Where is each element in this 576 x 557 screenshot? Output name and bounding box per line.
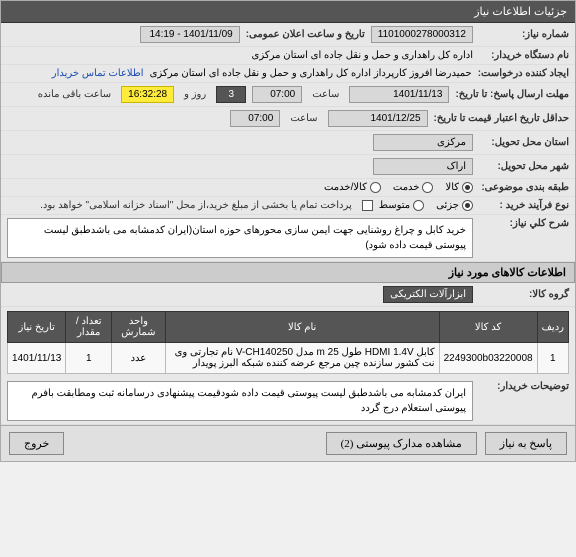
table-cell: کابل HDMI 1.4V طول m 25 مدل V-CH140250 ن… xyxy=(165,343,439,374)
items-table: ردیفکد کالانام کالاواحد شمارشتعداد / مقد… xyxy=(7,311,569,374)
table-cell: 1 xyxy=(537,343,568,374)
value-need-no: 1101000278000312 xyxy=(371,26,473,43)
row-province: استان محل تحویل: مرکزی xyxy=(1,131,575,155)
radio-icon xyxy=(462,182,473,193)
table-col-header: نام کالا xyxy=(165,312,439,343)
value-announce: 1401/11/09 - 14:19 xyxy=(140,26,240,43)
table-col-header: تاریخ نیاز xyxy=(8,312,66,343)
subject-type-option-1[interactable]: خدمت xyxy=(393,182,434,193)
row-creator: ایجاد کننده درخواست: حمیدرضا افروز کارپر… xyxy=(1,65,575,83)
radio-icon xyxy=(462,200,473,211)
radio-icon xyxy=(422,182,433,193)
radio-label: کالا/خدمت xyxy=(324,182,367,193)
table-row[interactable]: 12249300b03220008کابل HDMI 1.4V طول m 25… xyxy=(8,343,569,374)
row-buy-process: نوع فرآیند خرید : جزئی متوسط پرداخت تمام … xyxy=(1,197,575,215)
label-need-no: شماره نیاز: xyxy=(479,29,569,40)
table-cell: 1 xyxy=(66,343,112,374)
label-buyer-org: نام دستگاه خریدار: xyxy=(479,50,569,61)
label-province: استان محل تحویل: xyxy=(479,137,569,148)
label-deadline: مهلت ارسال پاسخ: تا تاریخ: xyxy=(455,89,569,100)
table-cell: 2249300b03220008 xyxy=(439,343,537,374)
subject-type-option-0[interactable]: کالا xyxy=(445,182,473,193)
table-col-header: ردیف xyxy=(537,312,568,343)
row-general-desc: شرح کلي نیاز: خرید کابل و چراغ روشنایی ج… xyxy=(1,215,575,262)
exit-button[interactable]: خروج xyxy=(9,432,64,455)
panel-title: جزئیات اطلاعات نیاز xyxy=(474,6,567,18)
label-city: شهر محل تحویل: xyxy=(479,161,569,172)
radio-label: جزئی xyxy=(436,200,459,211)
treasury-note: پرداخت تمام یا بخشی از مبلغ خرید،از محل … xyxy=(36,200,356,211)
row-group: گروه کالا: ابزارآلات الکتریکی xyxy=(1,283,575,307)
table-cell: 1401/11/13 xyxy=(8,343,66,374)
countdown-timer: 16:32:28 xyxy=(121,86,174,103)
label-group: گروه کالا: xyxy=(479,289,569,300)
radio-icon xyxy=(370,182,381,193)
reply-button[interactable]: پاسخ به نیاز xyxy=(485,432,567,455)
label-subject-type: طبقه بندی موضوعی: xyxy=(479,182,569,193)
table-header-row: ردیفکد کالانام کالاواحد شمارشتعداد / مقد… xyxy=(8,312,569,343)
row-need-no: شماره نیاز: 1101000278000312 تاریخ و ساع… xyxy=(1,23,575,47)
word-saat-2: ساعت xyxy=(286,113,321,124)
table-col-header: واحد شمارش xyxy=(112,312,166,343)
value-group: ابزارآلات الکتریکی xyxy=(383,286,473,303)
radio-icon xyxy=(413,200,424,211)
buy-process-option-0[interactable]: جزئی xyxy=(436,200,473,211)
label-buyer-notes: توضیحات خریدار: xyxy=(479,381,569,392)
buy-process-radios: جزئی متوسط xyxy=(379,200,473,211)
row-subject-type: طبقه بندی موضوعی: کالا خدمت کالا/خدمت xyxy=(1,179,575,197)
value-city: اراک xyxy=(373,158,473,175)
label-announce: تاریخ و ساعت اعلان عمومی: xyxy=(246,29,365,40)
footer-bar: پاسخ به نیاز مشاهده مدارک پیوستی (2) خرو… xyxy=(1,425,575,461)
items-section-header: اطلاعات کالاهای مورد نیاز xyxy=(1,262,575,283)
validity-time: 07:00 xyxy=(230,110,280,127)
radio-label: کالا xyxy=(445,182,459,193)
general-desc-box: خرید کابل و چراغ روشنایی جهت ایمن سازی م… xyxy=(7,218,473,258)
buy-process-option-1[interactable]: متوسط xyxy=(379,200,424,211)
table-body: 12249300b03220008کابل HDMI 1.4V طول m 25… xyxy=(8,343,569,374)
row-city: شهر محل تحویل: اراک xyxy=(1,155,575,179)
label-general-desc: شرح کلي نیاز: xyxy=(479,218,569,229)
validity-date: 1401/12/25 xyxy=(328,110,428,127)
row-deadline: مهلت ارسال پاسخ: تا تاریخ: 1401/11/13 سا… xyxy=(1,83,575,107)
table-cell: عدد xyxy=(112,343,166,374)
deadline-days: 3 xyxy=(216,86,246,103)
table-col-header: کد کالا xyxy=(439,312,537,343)
word-saat-1: ساعت xyxy=(308,89,343,100)
label-buy-process: نوع فرآیند خرید : xyxy=(479,200,569,211)
buyer-contact-link[interactable]: اطلاعات تماس خریدار xyxy=(52,68,144,79)
deadline-time: 07:00 xyxy=(252,86,302,103)
label-creator: ایجاد کننده درخواست: xyxy=(478,68,569,79)
radio-label: خدمت xyxy=(393,182,420,193)
row-buyer-notes: توضیحات خریدار: ایران کدمشابه می باشدطبق… xyxy=(1,378,575,425)
value-creator: حمیدرضا افروز کارپرداز اداره کل راهداری … xyxy=(150,68,472,79)
main-panel: جزئیات اطلاعات نیاز شماره نیاز: 11010002… xyxy=(0,0,576,462)
attachments-button[interactable]: مشاهده مدارک پیوستی (2) xyxy=(326,432,477,455)
subject-type-option-2[interactable]: کالا/خدمت xyxy=(324,182,381,193)
value-province: مرکزی xyxy=(373,134,473,151)
word-rooz: روز و xyxy=(180,89,210,100)
treasury-checkbox[interactable] xyxy=(362,200,373,211)
table-col-header: تعداد / مقدار xyxy=(66,312,112,343)
label-validity: حداقل تاریخ اعتبار قیمت تا تاریخ: xyxy=(434,113,569,124)
subject-type-radios: کالا خدمت کالا/خدمت xyxy=(324,182,473,193)
panel-header: جزئیات اطلاعات نیاز xyxy=(1,1,575,23)
value-buyer-org: اداره کل راهداری و حمل و نقل جاده ای است… xyxy=(252,50,473,61)
buyer-notes-box: ایران کدمشابه می باشدطبق لیست پیوستی قیم… xyxy=(7,381,473,421)
radio-label: متوسط xyxy=(379,200,410,211)
row-buyer-org: نام دستگاه خریدار: اداره کل راهداری و حم… xyxy=(1,47,575,65)
row-validity: حداقل تاریخ اعتبار قیمت تا تاریخ: 1401/1… xyxy=(1,107,575,131)
deadline-date: 1401/11/13 xyxy=(349,86,449,103)
remain-label: ساعت باقی مانده xyxy=(34,89,115,100)
